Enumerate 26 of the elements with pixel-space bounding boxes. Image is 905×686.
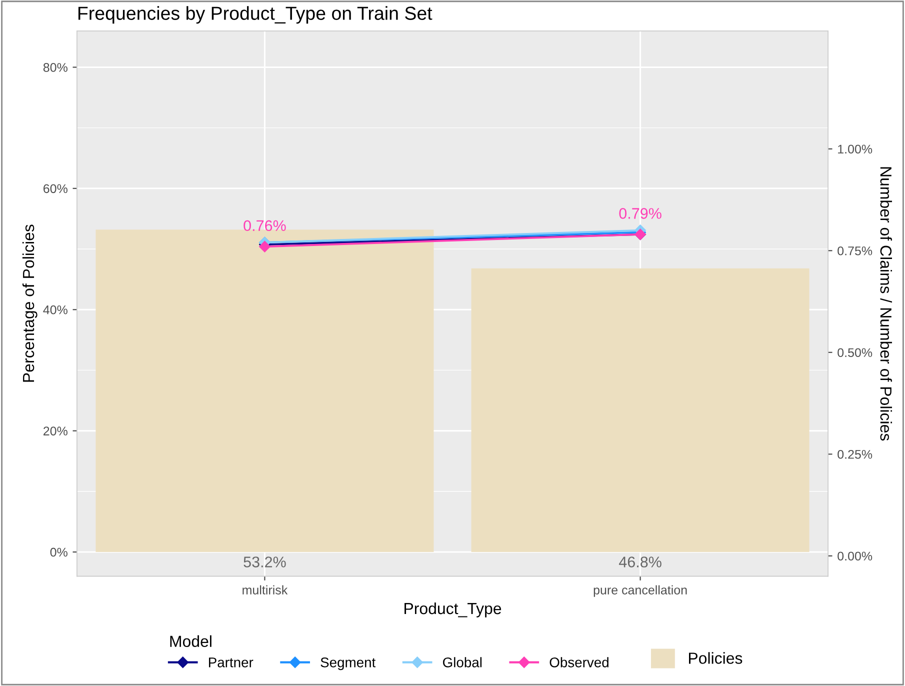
legend-label: Partner [208,658,254,668]
x-tick-label: multirisk [242,585,288,594]
y2-tick-label: 0.00% [838,552,872,561]
chart-title: Frequencies by Product_Type on Train Set [78,6,432,24]
data-label: 0.79% [619,208,662,219]
y-tick-label: 40% [43,305,68,314]
legend-label: Observed [550,657,608,668]
legend-title: Model [170,635,212,648]
y2-tick-label: 0.25% [838,450,872,459]
x-axis-title: Product_Type [404,602,502,618]
y2-tick-label: 0.75% [838,246,872,256]
y-axis-title: Percentage of Policies [22,224,38,382]
y2-tick-label: 0.50% [838,348,872,358]
y-tick-label: 60% [44,184,68,194]
y-tick-label: 0% [50,548,68,557]
data-label: 53.2% [244,556,286,568]
x-tick-label: pure cancellation [594,585,687,597]
legend-label: Global [443,657,482,668]
y2-tick-label: 1.00% [838,144,872,154]
y-tick-label: 80% [43,63,68,72]
y2-axis-title: Number of Claims / Number of Policies [880,167,892,441]
legend-label: Segment [320,657,376,670]
data-label: 0.76% [244,220,286,232]
y-tick-label: 20% [44,426,68,436]
legend-label: Policies [689,652,742,664]
data-label: 46.8% [618,556,662,568]
